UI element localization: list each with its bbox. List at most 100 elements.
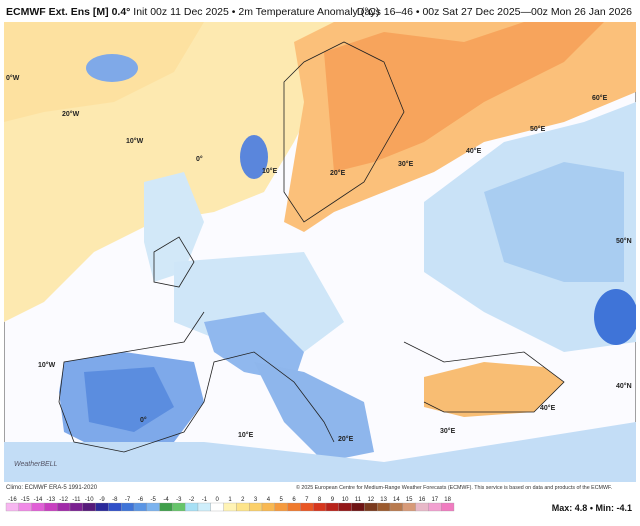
scale-swatch <box>249 502 263 512</box>
scale-label: -7 <box>125 497 131 503</box>
scale-label: -3 <box>176 497 182 503</box>
scale-label: 10 <box>342 497 349 503</box>
anomaly-area <box>4 422 636 482</box>
anomaly-area <box>86 54 138 82</box>
scale-label: -8 <box>112 497 118 503</box>
scale-swatch <box>172 502 186 512</box>
scale-label: -11 <box>72 497 81 503</box>
scale-label: -9 <box>99 497 105 503</box>
scale-swatch <box>57 502 71 512</box>
scale-label: 16 <box>419 497 426 503</box>
scale-label: 18 <box>444 497 451 503</box>
scale-label: 0 <box>216 497 220 503</box>
scale-label: 15 <box>406 497 413 503</box>
scale-swatch <box>441 502 455 512</box>
scale-label: -1 <box>202 497 208 503</box>
scale-label: 9 <box>331 497 335 503</box>
scale-swatch <box>415 502 429 512</box>
scale-swatch <box>377 502 391 512</box>
grid-label: 30°E <box>440 427 456 435</box>
grid-label: 60°E <box>592 94 608 102</box>
scale-label: -2 <box>189 497 195 503</box>
logo: WeatherBELL <box>14 461 58 468</box>
scale-label: -14 <box>34 497 43 503</box>
scale-swatch <box>402 502 416 512</box>
scale-label: -15 <box>21 497 30 503</box>
scale-label: -5 <box>151 497 157 503</box>
min: -4.1 <box>616 503 632 513</box>
period: Days 16–46 • 00z Sat 27 Dec 2025—00z Mon… <box>356 6 632 18</box>
grid-label: 10°E <box>238 431 254 439</box>
scale-swatch <box>44 502 58 512</box>
scale-swatch <box>236 502 250 512</box>
grid-label: 40°E <box>540 404 556 412</box>
scale-swatch <box>31 502 45 512</box>
init: Init 00z 11 Dec 2025 <box>133 6 229 18</box>
scale-label: 4 <box>267 497 271 503</box>
scale-label: 1 <box>228 497 232 503</box>
grid-label: 40°E <box>466 147 482 155</box>
map: 0°W 20°W 10°W 0° 10°E 20°E 30°E 40°E 50°E 60°E 50°… <box>4 22 636 482</box>
scale-swatch <box>82 502 96 512</box>
scale-swatch <box>338 502 352 512</box>
scale-swatch <box>261 502 275 512</box>
copyright: © 2025 European Centre for Medium-Range … <box>296 485 613 491</box>
anomaly-area <box>204 312 304 382</box>
model: ECMWF Ext. Ens [M] 0.4° <box>6 6 131 18</box>
grid-label: 20°E <box>330 169 346 177</box>
scale-swatch <box>313 502 327 512</box>
anomaly-area <box>484 162 624 282</box>
scale-label: -16 <box>8 497 17 503</box>
scale-swatch <box>351 502 365 512</box>
climo: Climo: ECMWF ERA-5 1991-2020 <box>6 485 98 491</box>
scale-label: 13 <box>380 497 387 503</box>
min-label: Min: <box>595 503 614 513</box>
max-label: Max: <box>551 503 573 513</box>
grid-label: 0° <box>196 155 203 163</box>
scale-label: 5 <box>280 497 284 503</box>
field: 2m Temperature Anomaly (°C) <box>238 6 380 18</box>
scale-swatch <box>197 502 211 512</box>
scale-swatch <box>121 502 135 512</box>
scale-label: 6 <box>292 497 296 503</box>
anomaly-area <box>424 362 564 417</box>
grid-label: 20°W <box>62 110 80 118</box>
coastline <box>58 41 565 453</box>
grid-label: 10°E <box>262 167 278 175</box>
scale-swatch <box>223 502 237 512</box>
scale-label: 17 <box>431 497 438 503</box>
grid-label: 50°E <box>530 125 546 133</box>
grid-label: 10°W <box>126 137 144 145</box>
anomaly-area <box>254 362 374 462</box>
scale-swatch <box>95 502 109 512</box>
grid-label: 0°W <box>6 74 20 82</box>
max: 4.8 <box>574 503 588 513</box>
scale-swatch <box>5 502 19 512</box>
anomaly-area <box>144 172 204 282</box>
scale-swatch <box>108 502 122 512</box>
scale-swatch <box>133 502 147 512</box>
scale-swatch <box>389 502 403 512</box>
scale-label: 8 <box>318 497 322 503</box>
scale-swatch <box>428 502 442 512</box>
scale-label: 3 <box>254 497 258 503</box>
grid-label: 30°E <box>398 160 414 168</box>
scale-label: -10 <box>85 497 94 503</box>
grid-label: 50°N <box>616 237 632 245</box>
grid-label: 10°W <box>38 361 56 369</box>
scale-label: -6 <box>138 497 144 503</box>
max-min: Max: 4.8 • Min: -4.1 <box>551 503 632 513</box>
scale-label: -13 <box>46 497 55 503</box>
anomaly-area <box>324 22 604 172</box>
scale-label: 11 <box>355 497 362 503</box>
scale-label: 2 <box>241 497 245 503</box>
scale-swatch <box>185 502 199 512</box>
grid-label: 40°N <box>616 382 632 390</box>
scale-swatch <box>325 502 339 512</box>
header-left: ECMWF Ext. Ens [M] 0.4° Init 00z 11 Dec … <box>6 6 380 18</box>
scale-swatch <box>159 502 173 512</box>
scale-swatch <box>18 502 32 512</box>
scale-swatch <box>287 502 301 512</box>
scale-swatch <box>364 502 378 512</box>
